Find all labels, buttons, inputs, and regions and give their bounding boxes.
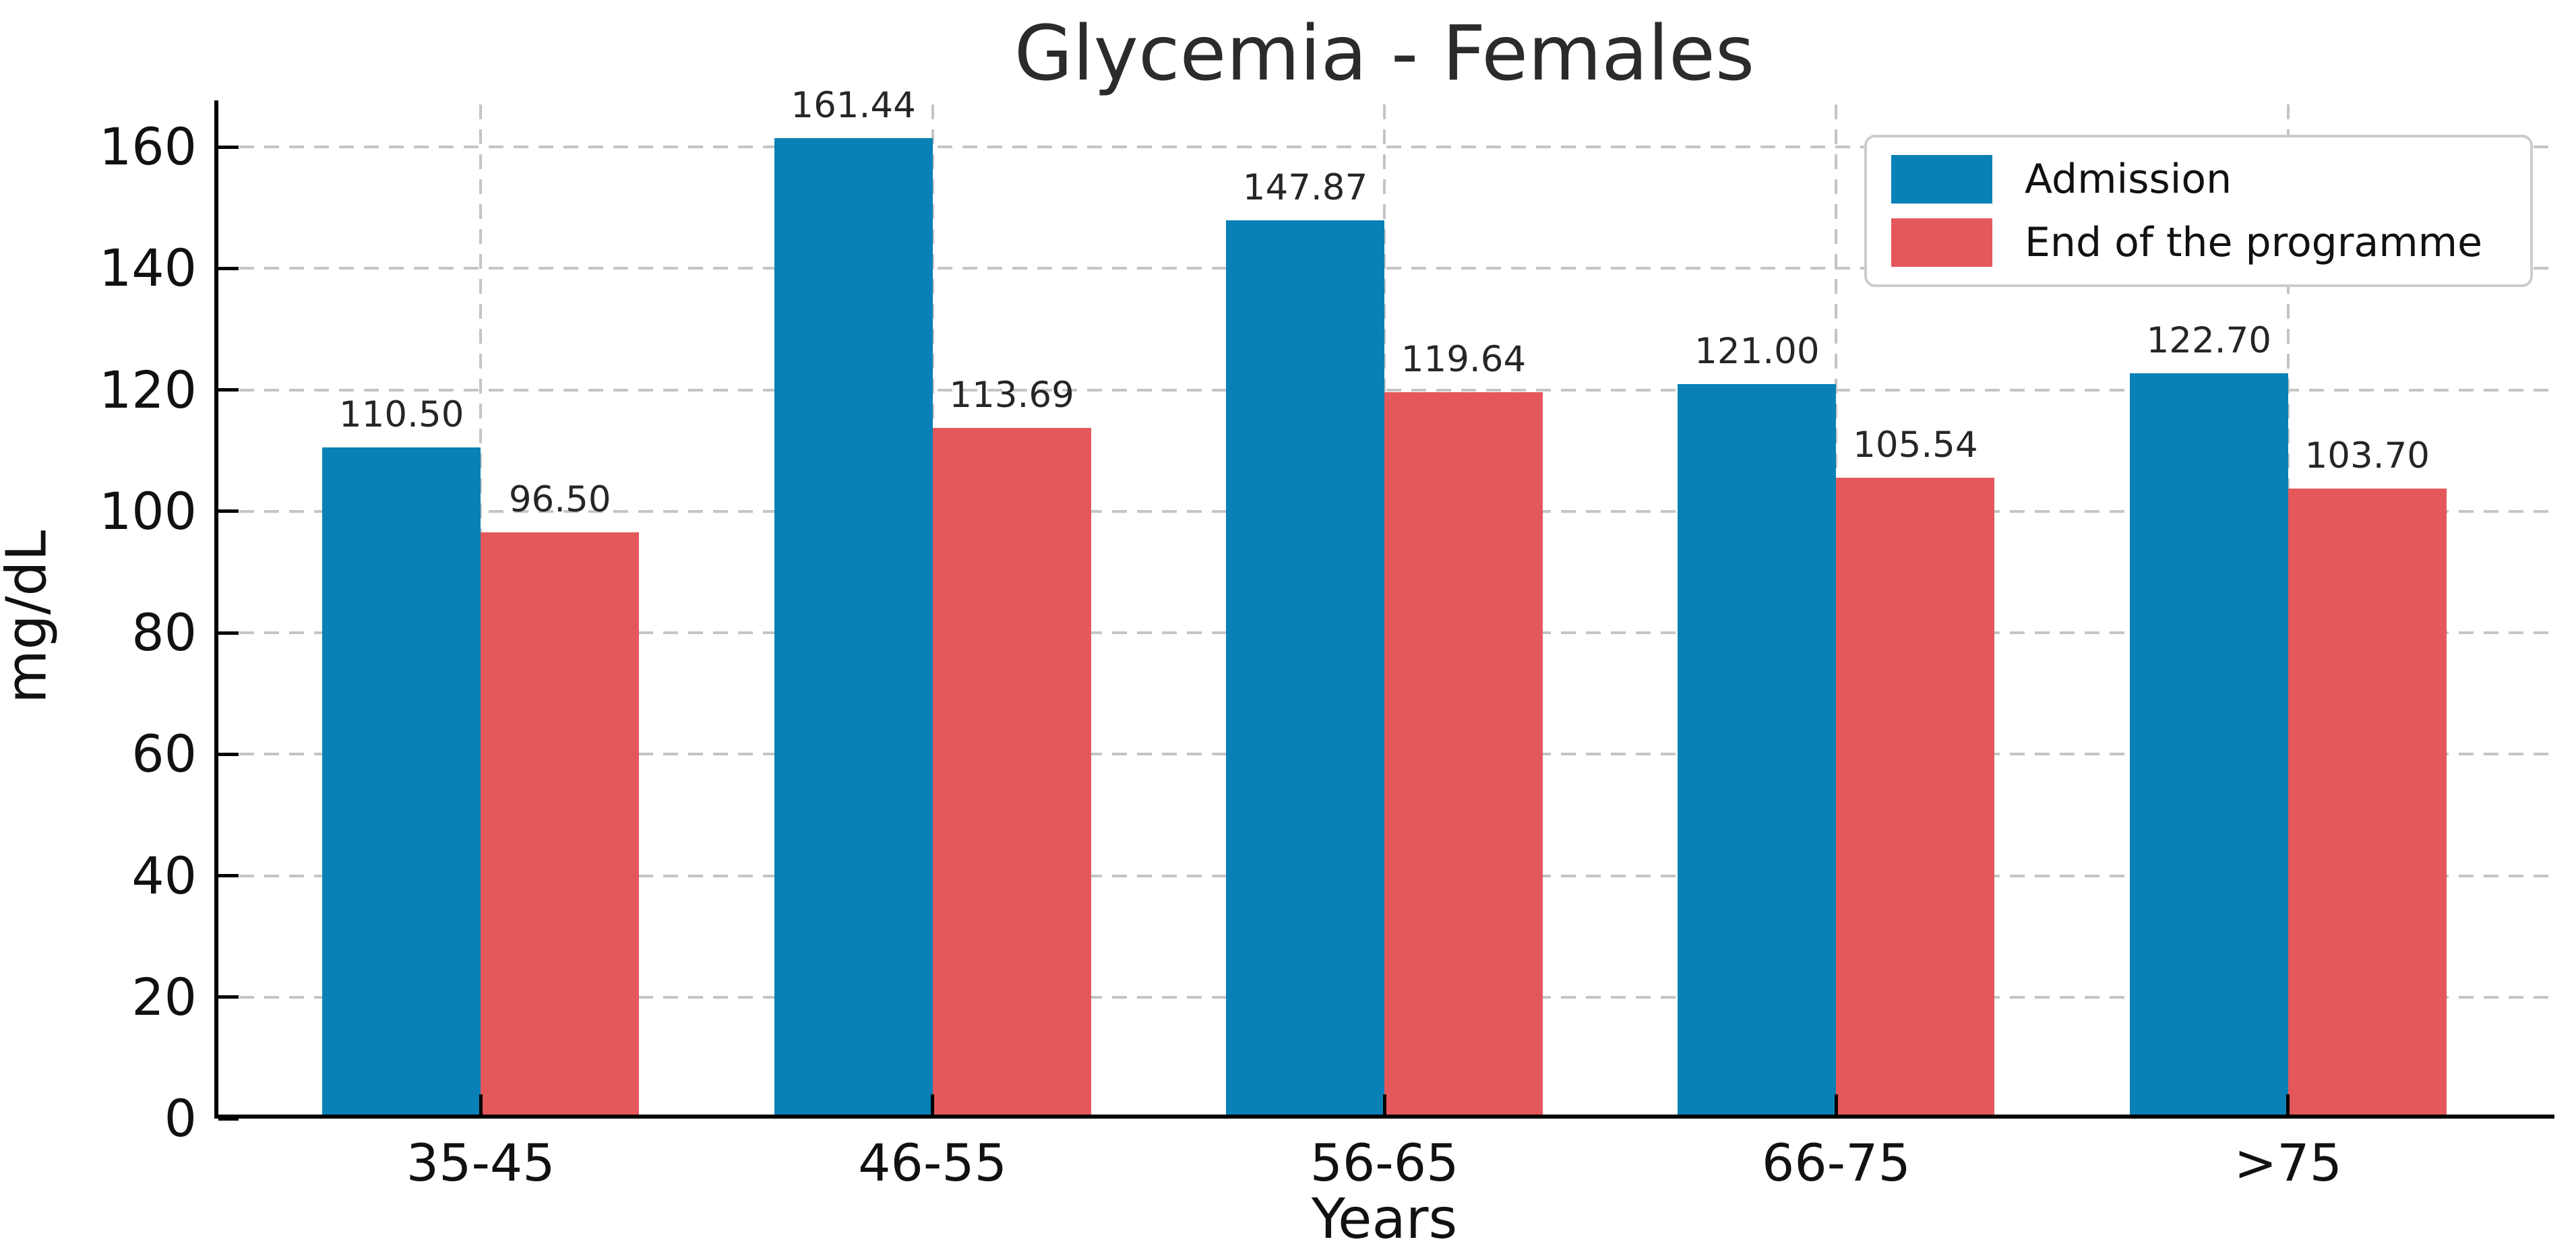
x-tick-label: >75 — [2234, 1133, 2342, 1193]
bar-value-label: 122.70 — [2146, 320, 2272, 362]
x-tick-mark — [479, 1094, 483, 1115]
y-tick-mark — [218, 995, 239, 999]
y-tick-mark — [218, 145, 239, 149]
legend: Admission End of the programme — [1864, 135, 2533, 287]
y-tick-mark — [218, 266, 239, 270]
y-tick-mark — [218, 631, 239, 635]
x-tick-label: 66-75 — [1761, 1133, 1911, 1193]
bar — [481, 532, 640, 1119]
y-tick-label: 20 — [131, 966, 197, 1027]
x-tick-mark — [2286, 1094, 2290, 1115]
y-tick-label: 0 — [164, 1088, 197, 1148]
y-axis-spine — [214, 100, 218, 1119]
y-tick-mark — [218, 752, 239, 756]
bar — [2129, 373, 2288, 1119]
x-tick-mark — [1834, 1094, 1838, 1115]
chart-title: Glycemia - Females — [1014, 10, 1755, 98]
x-axis-title: Years — [1311, 1187, 1458, 1250]
y-tick-label: 100 — [98, 480, 197, 541]
bar-value-label: 103.70 — [2304, 435, 2430, 477]
x-tick-mark — [931, 1094, 935, 1115]
plot-area: 110.50 96.50 161.44 113.69 147.87 119.64 121.0… — [214, 85, 2554, 1121]
bar-value-label: 113.69 — [949, 375, 1074, 416]
y-tick-label: 80 — [131, 602, 197, 663]
x-axis-spine — [214, 1115, 2554, 1119]
bar — [322, 447, 481, 1119]
y-tick-mark — [218, 874, 239, 878]
x-tick-label: 46-55 — [858, 1133, 1008, 1193]
y-tick-label: 120 — [98, 359, 197, 420]
y-tick-mark — [218, 509, 239, 513]
bar — [932, 428, 1091, 1119]
bar — [1836, 477, 1995, 1119]
y-tick-label: 160 — [98, 117, 197, 177]
legend-label: End of the programme — [2025, 219, 2483, 266]
y-tick-mark — [218, 388, 239, 392]
x-tick-label: 56-65 — [1310, 1133, 1459, 1193]
x-tick-label: 35-45 — [406, 1133, 555, 1193]
x-tick-mark — [1382, 1094, 1386, 1115]
bar-value-label: 96.50 — [508, 479, 611, 521]
legend-label: Admission — [2025, 156, 2232, 203]
y-tick-label: 140 — [98, 238, 197, 299]
legend-item: Admission — [1891, 155, 2506, 204]
legend-swatch — [1891, 218, 1992, 267]
y-tick-mark — [218, 1117, 239, 1121]
bar-value-label: 110.50 — [338, 394, 464, 436]
bar-value-label: 121.00 — [1694, 330, 1820, 372]
y-tick-label: 40 — [131, 845, 197, 906]
bar — [1384, 392, 1543, 1119]
bar — [2288, 489, 2447, 1119]
bar-value-label: 147.87 — [1242, 167, 1368, 209]
legend-swatch — [1891, 155, 1992, 204]
legend-item: End of the programme — [1891, 218, 2506, 267]
bar — [1678, 383, 1837, 1119]
bar-value-label: 161.44 — [791, 85, 916, 127]
bar-value-label: 105.54 — [1853, 424, 1978, 466]
bar — [1226, 220, 1384, 1119]
bar — [774, 138, 933, 1119]
bar-value-label: 119.64 — [1401, 338, 1527, 380]
y-tick-label: 60 — [131, 724, 197, 784]
